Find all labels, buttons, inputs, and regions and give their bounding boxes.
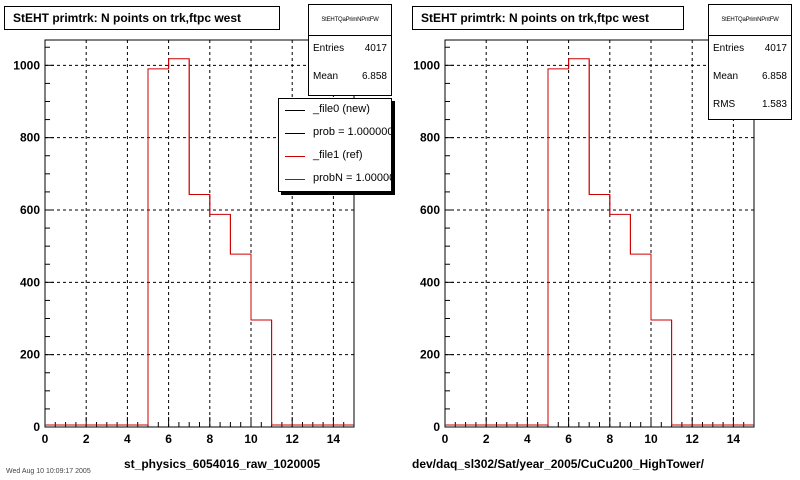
legend-entry: prob = 1.000000 bbox=[279, 122, 392, 146]
x-tick-label: 10 bbox=[644, 432, 658, 446]
histogram-bin bbox=[548, 69, 569, 427]
legend: _file0 (new) prob = 1.000000 _file1 (ref… bbox=[278, 98, 392, 192]
x-tick-label: 14 bbox=[327, 432, 341, 446]
x-tick-label: 0 bbox=[442, 432, 449, 446]
x-tick-label: 6 bbox=[565, 432, 572, 446]
stats-row-entries: Entries 4017 bbox=[313, 41, 387, 57]
y-tick-label: 200 bbox=[20, 348, 40, 362]
histogram-bin bbox=[210, 214, 231, 427]
histogram-bin bbox=[251, 320, 272, 427]
x-tick-label: 0 bbox=[42, 432, 49, 446]
x-tick-label: 4 bbox=[124, 432, 131, 446]
stats-value: 1.583 bbox=[761, 99, 787, 110]
x-axis-label: dev/daq_sl302/Sat/year_2005/CuCu200_High… bbox=[412, 457, 704, 471]
chart-title: StEHT primtrk: N points on trk,ftpc west bbox=[4, 6, 280, 30]
chart-title: StEHT primtrk: N points on trk,ftpc west bbox=[412, 6, 684, 30]
legend-entry: _file0 (new) bbox=[279, 99, 391, 123]
y-tick-label: 1000 bbox=[13, 58, 40, 72]
stats-label: Mean bbox=[713, 71, 739, 82]
legend-line-black bbox=[285, 110, 305, 111]
legend-entry: _file1 (ref) bbox=[279, 145, 391, 169]
stats-box: StEHTQaPrimNPntFW Entries 4017 Mean 6.85… bbox=[708, 4, 792, 120]
histogram-bin bbox=[569, 59, 590, 427]
y-tick-label: 400 bbox=[420, 275, 440, 289]
x-tick-label: 6 bbox=[165, 432, 172, 446]
x-tick-label: 2 bbox=[83, 432, 90, 446]
legend-line-red bbox=[285, 156, 305, 157]
histogram-bin bbox=[230, 254, 251, 427]
y-tick-label: 600 bbox=[420, 203, 440, 217]
histogram-bin bbox=[169, 59, 190, 427]
legend-line-red bbox=[285, 179, 305, 180]
x-tick-label: 10 bbox=[244, 432, 258, 446]
legend-label: prob = 1.000000 bbox=[313, 126, 392, 138]
stats-row-rms: RMS 1.583 bbox=[713, 97, 787, 113]
y-tick-label: 1000 bbox=[413, 58, 440, 72]
stats-label: Entries bbox=[713, 43, 745, 54]
histogram-bin bbox=[610, 214, 631, 427]
x-tick-label: 4 bbox=[524, 432, 531, 446]
stats-label: Mean bbox=[313, 71, 339, 82]
x-tick-label: 8 bbox=[606, 432, 613, 446]
y-tick-label: 0 bbox=[33, 420, 40, 434]
x-tick-label: 14 bbox=[727, 432, 741, 446]
stats-label: Entries bbox=[313, 43, 345, 54]
histogram-plot-left: 0 2 4 6 8 10 12 14 0 200 400 600 800 1000 bbox=[13, 39, 355, 446]
histogram-bin bbox=[148, 69, 169, 427]
x-axis-label: st_physics_6054016_raw_1020005 bbox=[124, 457, 321, 471]
y-tick-label: 600 bbox=[20, 203, 40, 217]
histogram-bin bbox=[189, 194, 210, 427]
y-tick-label: 400 bbox=[20, 275, 40, 289]
y-tick-label: 200 bbox=[420, 348, 440, 362]
stats-name: StEHTQaPrimNPntFW bbox=[709, 5, 791, 36]
x-tick-label: 2 bbox=[483, 432, 490, 446]
stats-box: StEHTQaPrimNPntFW Entries 4017 Mean 6.85… bbox=[308, 4, 392, 96]
stats-label: RMS bbox=[713, 99, 736, 110]
stats-name: StEHTQaPrimNPntFW bbox=[309, 5, 391, 36]
footer-timestamp: Wed Aug 10 10:09:17 2005 bbox=[6, 468, 91, 475]
histogram-plot-right: 0 2 4 6 8 10 12 14 0 200 400 600 800 1000 bbox=[413, 39, 755, 446]
chart-title-text: StEHT primtrk: N points on trk,ftpc west bbox=[421, 11, 650, 25]
legend-label: _file0 (new) bbox=[313, 103, 370, 115]
legend-label: _file1 (ref) bbox=[313, 149, 363, 161]
histogram-series-ref bbox=[45, 58, 354, 426]
histogram-panel-right: 0 2 4 6 8 10 12 14 0 200 400 600 800 1000 StEHT primt… bbox=[400, 0, 800, 480]
histogram-series-ref bbox=[445, 58, 754, 426]
histogram-bin bbox=[589, 194, 610, 427]
legend-line-black bbox=[285, 133, 305, 134]
stats-value: 6.858 bbox=[361, 71, 387, 82]
x-tick-label: 8 bbox=[206, 432, 213, 446]
x-tick-label: 12 bbox=[286, 432, 300, 446]
stats-value: 6.858 bbox=[761, 71, 787, 82]
histogram-bin bbox=[651, 320, 672, 427]
histogram-bin bbox=[630, 254, 651, 427]
stats-row-entries: Entries 4017 bbox=[713, 41, 787, 57]
histogram-panel-left: 0 2 4 6 8 10 12 14 0 200 400 600 800 1000 StEHT primt… bbox=[4, 4, 392, 471]
legend-entry: probN = 1.000000 bbox=[279, 168, 391, 191]
stats-row-mean: Mean 6.858 bbox=[313, 69, 387, 85]
y-tick-label: 0 bbox=[433, 420, 440, 434]
y-tick-label: 800 bbox=[20, 131, 40, 145]
x-tick-label: 12 bbox=[686, 432, 700, 446]
stats-value: 4017 bbox=[764, 43, 787, 54]
legend-label: probN = 1.000000 bbox=[313, 172, 391, 184]
stats-value: 4017 bbox=[364, 43, 387, 54]
y-tick-label: 800 bbox=[420, 131, 440, 145]
chart-title-text: StEHT primtrk: N points on trk,ftpc west bbox=[13, 11, 242, 25]
stats-row-mean: Mean 6.858 bbox=[713, 69, 787, 85]
